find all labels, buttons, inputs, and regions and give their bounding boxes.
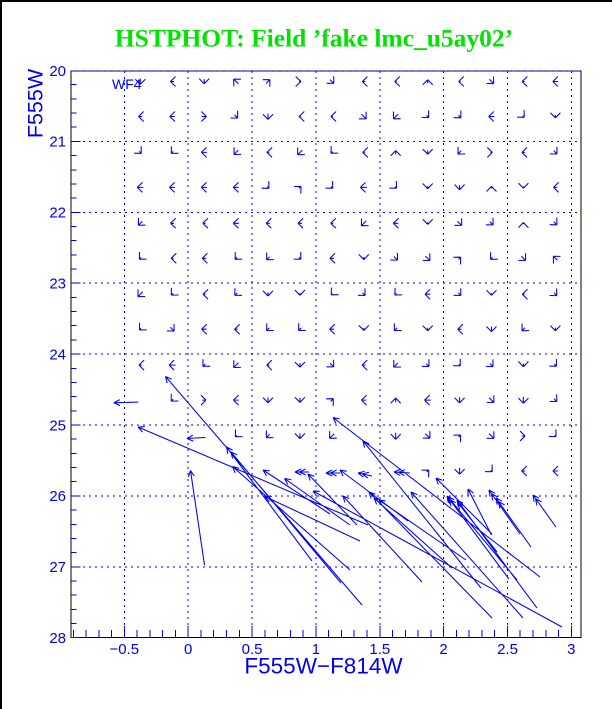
svg-text:F555W: F555W <box>24 68 48 138</box>
svg-text:1: 1 <box>312 641 320 658</box>
svg-text:25: 25 <box>49 417 66 434</box>
svg-text:27: 27 <box>49 559 66 576</box>
svg-text:23: 23 <box>49 276 66 293</box>
svg-text:HSTPHOT: Field ’fake lmc_u5ay0: HSTPHOT: Field ’fake lmc_u5ay02’ <box>115 24 513 53</box>
svg-text:20: 20 <box>49 63 66 80</box>
svg-text:WF4: WF4 <box>112 76 142 92</box>
svg-text:0: 0 <box>184 641 192 658</box>
svg-text:1.5: 1.5 <box>369 641 390 658</box>
svg-text:2.5: 2.5 <box>497 641 518 658</box>
svg-text:21: 21 <box>49 134 66 151</box>
svg-text:−0.5: −0.5 <box>109 641 139 658</box>
svg-text:28: 28 <box>49 630 66 647</box>
svg-text:2: 2 <box>439 641 447 658</box>
svg-text:24: 24 <box>49 346 66 363</box>
svg-text:26: 26 <box>49 488 66 505</box>
svg-text:F555W−F814W: F555W−F814W <box>244 654 403 679</box>
svg-text:3: 3 <box>567 641 575 658</box>
svg-text:0.5: 0.5 <box>242 641 263 658</box>
svg-text:22: 22 <box>49 205 66 222</box>
